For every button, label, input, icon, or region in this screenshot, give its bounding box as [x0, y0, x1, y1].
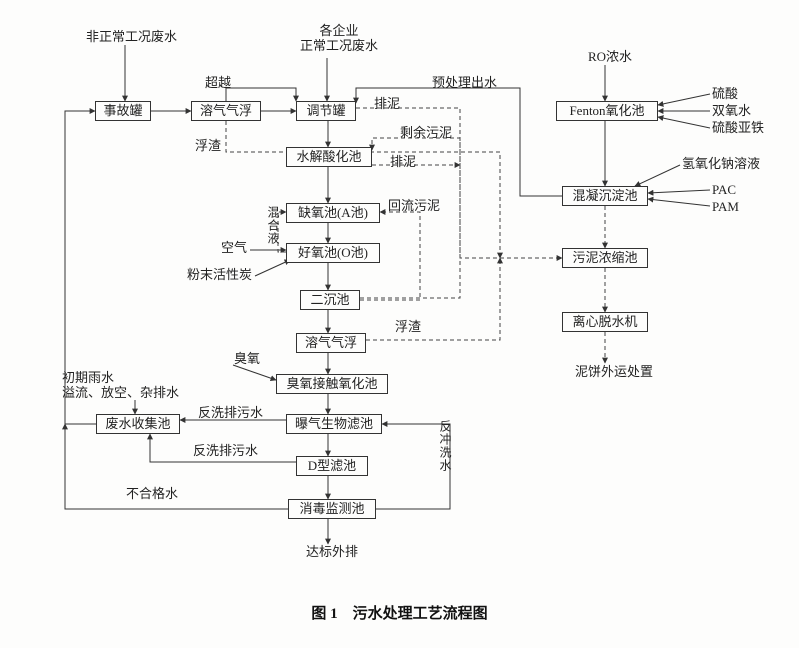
node-daf2: 溶气气浮 [296, 333, 366, 353]
node-centrifuge: 离心脱水机 [562, 312, 648, 332]
node-ozone: 臭氧接触氧化池 [276, 374, 388, 394]
edge-naoh-to-coag_sed [635, 165, 680, 186]
node-regulating-tank: 调节罐 [296, 101, 356, 121]
edge-h2so4-to-fenton [658, 94, 710, 105]
label-backwash1: 反洗排污水 [198, 406, 263, 421]
edge-ozone_gas-to-ozone [233, 365, 276, 380]
edge-daf2-to-sludge_thk [366, 258, 500, 340]
node-d-filter: D型滤池 [296, 456, 368, 476]
node-accident-tank: 事故罐 [95, 101, 151, 121]
node-anoxic: 缺氧池(A池) [286, 203, 380, 223]
edge-pac_powder-to-aerobic [255, 260, 290, 276]
node-daf1: 溶气气浮 [191, 101, 261, 121]
label-h2so4: 硫酸 [712, 87, 738, 102]
label-naoh: 氢氧化钠溶液 [682, 157, 760, 172]
label-sludge1: 排泥 [374, 97, 400, 112]
label-return-sludge: 回流污泥 [388, 199, 440, 214]
label-pac: PAC [712, 183, 736, 198]
figure-caption: 图 1 污水处理工艺流程图 [0, 602, 799, 623]
node-sludge-thk: 污泥浓缩池 [562, 248, 648, 268]
label-pac-powder: 粉末活性炭 [187, 268, 252, 283]
label-bypass: 超越 [205, 76, 231, 91]
edge-pam-to-coag_sed [648, 199, 710, 206]
label-ozone-gas: 臭氧 [234, 352, 260, 367]
label-scum2: 浮渣 [395, 320, 421, 335]
label-pretreat-out: 预处理出水 [432, 76, 497, 91]
edge-regulating_tank-to-sludge_thk [356, 108, 562, 258]
label-mlr: 混合液 [265, 206, 282, 245]
edge-feso4-to-fenton [658, 117, 710, 128]
node-disinfect: 消毒监测池 [288, 499, 376, 519]
label-in-normal: 各企业 正常工况废水 [300, 24, 378, 54]
label-rainwater: 初期雨水 溢流、放空、杂排水 [62, 371, 179, 401]
node-fenton: Fenton氧化池 [556, 101, 658, 121]
label-feso4: 硫酸亚铁 [712, 121, 764, 136]
label-ro-conc: RO浓水 [588, 50, 632, 65]
label-cake-out: 泥饼外运处置 [575, 365, 653, 380]
label-backwash2: 反洗排污水 [193, 444, 258, 459]
node-waste-collect: 废水收集池 [96, 414, 180, 434]
edge-daf1-to-regulating_tank [226, 88, 296, 101]
label-nonconform: 不合格水 [126, 487, 178, 502]
node-hydrolysis: 水解酸化池 [286, 147, 372, 167]
label-scum: 浮渣 [195, 139, 221, 154]
node-sec-sed: 二沉池 [300, 290, 360, 310]
label-in-abnormal: 非正常工况废水 [86, 30, 177, 45]
label-discharge: 达标外排 [306, 545, 358, 560]
node-baf: 曝气生物滤池 [286, 414, 382, 434]
label-sludge2: 排泥 [390, 155, 416, 170]
label-backwash-ret: 反冲洗水 [437, 420, 454, 472]
node-aerobic: 好氧池(O池) [286, 243, 380, 263]
label-excess-sludge: 剩余污泥 [400, 126, 452, 141]
node-coag-sed: 混凝沉淀池 [562, 186, 648, 206]
label-h2o2: 双氧水 [712, 104, 751, 119]
label-pam: PAM [712, 200, 739, 215]
edge-pac-to-coag_sed [648, 190, 710, 193]
label-air: 空气 [221, 241, 247, 256]
